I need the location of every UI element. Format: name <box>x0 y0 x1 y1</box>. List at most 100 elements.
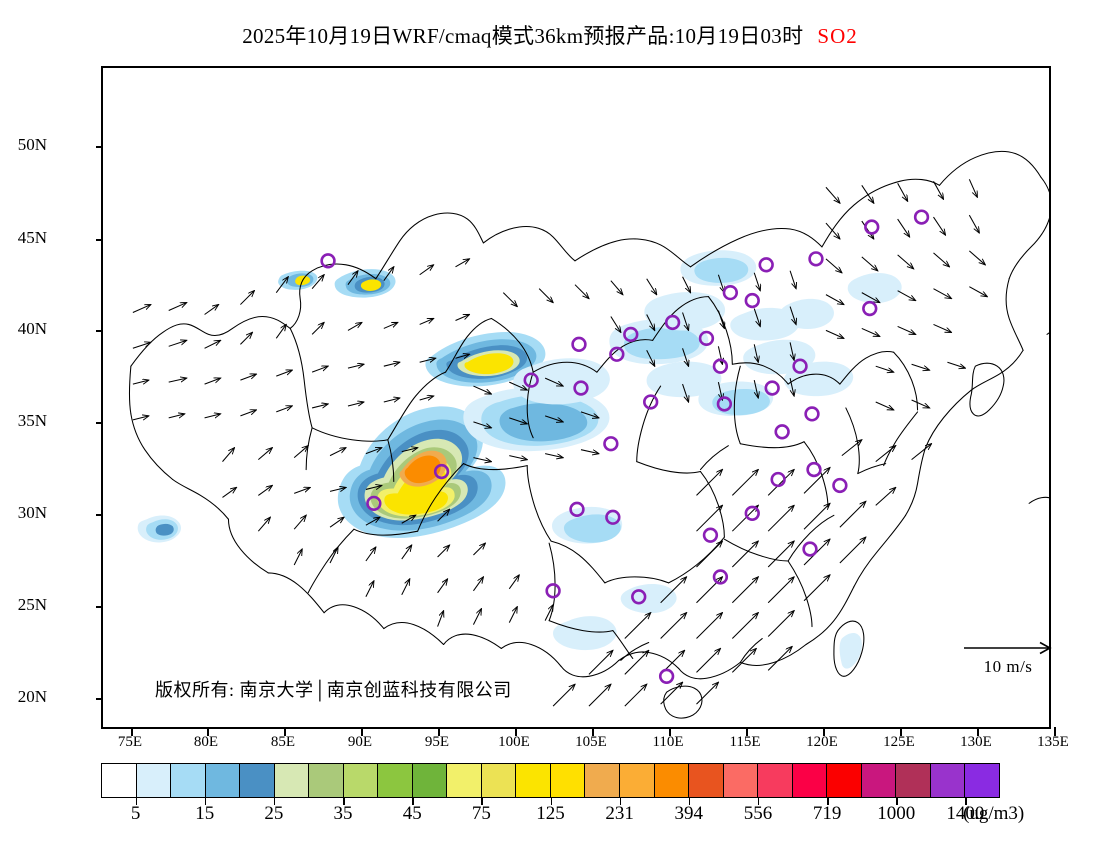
ytick-mark <box>96 422 103 424</box>
colorbar-swatch <box>861 764 897 797</box>
colorbar-tick-label: 45 <box>402 803 422 824</box>
xtick-mark <box>1054 727 1056 736</box>
xtick-mark <box>515 727 517 736</box>
chart-title: 2025年10月19日WRF/cmaq模式36km预报产品:10月19日03时 S… <box>0 20 1100 50</box>
colorbar-tick-label: 125 <box>536 803 565 824</box>
ytick-label: 40N <box>17 319 47 338</box>
xtick-mark <box>669 727 671 736</box>
title-species-label: SO2 <box>817 24 858 48</box>
colorbar-tick <box>550 798 552 805</box>
colorbar-tick-label: 75 <box>471 803 491 824</box>
colorbar-swatch <box>240 764 275 797</box>
ytick-label: 35N <box>17 411 47 430</box>
colorbar-swatch <box>171 764 206 797</box>
xtick-label: 105E <box>575 734 607 750</box>
xtick-mark <box>746 727 748 736</box>
xtick-label: 100E <box>498 734 530 750</box>
map-canvas <box>128 150 1049 719</box>
xtick-mark <box>900 727 902 736</box>
xtick-label: 80E <box>193 734 219 750</box>
xtick-label: 110E <box>652 734 684 750</box>
colorbar-tick-label: 35 <box>333 803 353 824</box>
ytick-mark <box>96 514 103 516</box>
title-main-text: 2025年10月19日WRF/cmaq模式36km预报产品:10月19日03时 <box>242 24 804 48</box>
colorbar-swatch <box>654 764 690 797</box>
so2-concentration-field <box>137 250 902 669</box>
ytick-mark <box>96 239 103 241</box>
colorbar-tick-label: 231 <box>605 803 634 824</box>
colorbar-tick-label: 394 <box>674 803 704 824</box>
colorbar-ticks <box>101 798 1000 810</box>
xtick-label: 135E <box>1037 734 1069 750</box>
colorbar-tick-label: 5 <box>130 803 141 824</box>
xtick-mark <box>977 727 979 736</box>
colorbar-tick <box>688 798 691 805</box>
ytick-mark <box>96 330 103 332</box>
ytick-label: 25N <box>17 595 47 614</box>
wind-reference-arrow <box>962 640 1054 656</box>
colorbar-swatch <box>412 764 448 797</box>
colorbar-swatch <box>378 764 413 797</box>
colorbar-tick-label: 25 <box>264 803 284 824</box>
colorbar-tick <box>343 798 345 805</box>
colorbar-swatch <box>447 764 482 797</box>
xtick-mark <box>207 727 209 736</box>
colorbar-tick-label: 1400 <box>946 803 985 824</box>
colorbar-tick <box>619 798 622 805</box>
colorbar-swatch <box>309 764 344 797</box>
xtick-mark <box>131 727 133 736</box>
colorbar-swatch <box>481 764 517 797</box>
colorbar-tick <box>412 798 414 805</box>
colorbar-unit-label: (ug/m3) <box>963 803 1025 824</box>
ytick-mark <box>96 698 103 700</box>
colorbar-swatch <box>965 764 999 797</box>
colorbar-tick <box>896 798 898 805</box>
colorbar-swatch <box>758 764 793 797</box>
colorbar-tick-label: 15 <box>195 803 215 824</box>
ytick-mark <box>96 606 103 608</box>
xtick-label: 125E <box>883 734 915 750</box>
colorbar-tick-label: 719 <box>812 803 842 824</box>
xtick-label: 95E <box>424 734 450 750</box>
colorbar-tick-label: 1000 <box>877 803 916 824</box>
wind-scale-legend: 10 m/s <box>962 640 1054 677</box>
colorbar-swatch <box>896 764 931 797</box>
colorbar-swatch <box>827 764 862 797</box>
colorbar-tick <box>481 798 483 805</box>
colorbar-swatch <box>343 764 379 797</box>
colorbar-tick <box>135 798 138 805</box>
colorbar-swatch <box>930 764 966 797</box>
xtick-mark <box>438 727 440 736</box>
map-plot-area[interactable] <box>96 66 1056 736</box>
colorbar-swatch <box>102 764 137 797</box>
colorbar-swatch <box>619 764 655 797</box>
colorbar-swatch <box>689 764 724 797</box>
colorbar[interactable] <box>101 763 1000 798</box>
wind-scale-label: 10 m/s <box>983 657 1033 676</box>
colorbar-swatch <box>274 764 310 797</box>
colorbar-swatch <box>723 764 759 797</box>
xtick-mark <box>823 727 825 736</box>
colorbar-swatch <box>205 764 241 797</box>
colorbar-tick <box>827 798 829 805</box>
xtick-mark <box>284 727 286 736</box>
wind-vector-field <box>132 179 987 707</box>
colorbar-tick <box>757 798 760 805</box>
ytick-mark <box>96 146 103 148</box>
colorbar-tick-label: 556 <box>743 803 773 824</box>
colorbar-swatch <box>516 764 551 797</box>
ytick-label: 30N <box>17 503 47 522</box>
ytick-label: 50N <box>17 135 47 154</box>
colorbar-tick <box>204 798 207 805</box>
map-boundaries <box>128 150 1049 719</box>
xtick-label: 75E <box>117 734 143 750</box>
xtick-label: 90E <box>347 734 373 750</box>
colorbar-tick <box>965 798 967 805</box>
colorbar-tick <box>273 798 276 805</box>
colorbar-swatch <box>585 764 620 797</box>
ytick-label: 45N <box>17 228 47 247</box>
wind-arrow-icon <box>964 641 1052 655</box>
xtick-label: 115E <box>729 734 761 750</box>
xtick-mark <box>592 727 594 736</box>
colorbar-swatch <box>550 764 586 797</box>
